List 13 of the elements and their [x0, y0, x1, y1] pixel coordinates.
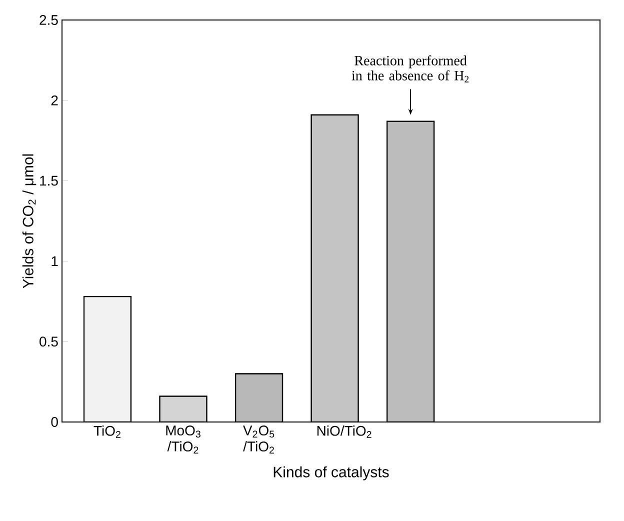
- y-tick-label: 1: [52, 256, 58, 266]
- y-tick-label: 0.5: [40, 336, 58, 347]
- x-tick-label: MoO$_{3}$ /TiO$_{2}$: [166, 426, 200, 454]
- x-tick-label: TiO$_{2}$: [94, 426, 120, 438]
- y-axis-title: Yields of CO$_{2}$ / μmol: [22, 154, 36, 288]
- x-axis-title: Kinds of catalysts: [274, 466, 389, 480]
- y-tick-label: 0: [51, 417, 58, 427]
- y-tick-label: 2: [51, 95, 58, 106]
- x-tick-label: V$_{2}$O$_{5}$ /TiO$_{2}$: [243, 426, 274, 454]
- y-tick-label: 1.5: [40, 176, 58, 186]
- y-tick-label: 2.5: [40, 15, 58, 25]
- annotation: Reaction performed in the absence of H$_{2}$: [352, 55, 469, 82]
- x-tick-label: NiO/TiO$_{2}$: [317, 426, 372, 438]
